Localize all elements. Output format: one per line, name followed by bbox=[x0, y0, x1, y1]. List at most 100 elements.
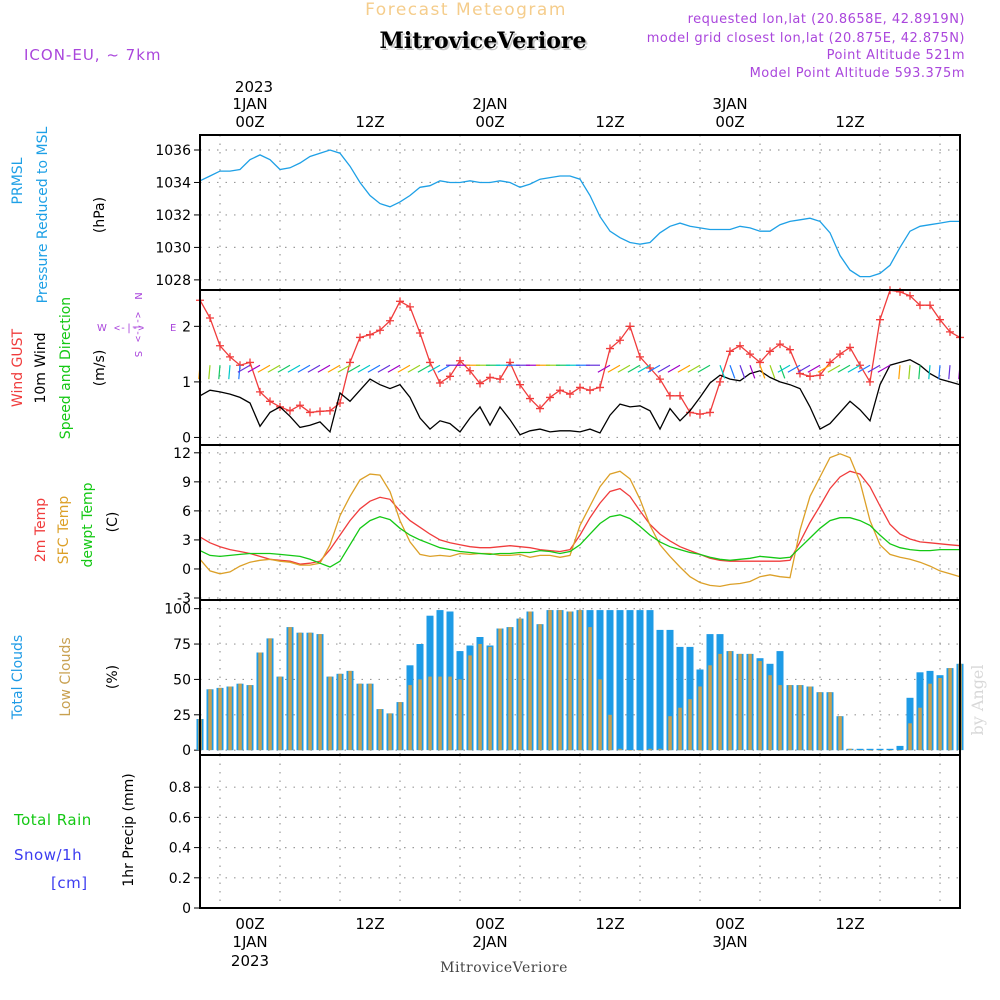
low-cloud-bar bbox=[658, 748, 662, 751]
wind-arrow bbox=[817, 364, 831, 373]
wind-arrow bbox=[208, 365, 211, 380]
gust-marker bbox=[436, 379, 444, 387]
ytick-label: 0 bbox=[182, 743, 191, 759]
gust-marker bbox=[266, 397, 274, 406]
low-cloud-bar bbox=[418, 679, 422, 751]
low-cloud-bar bbox=[488, 646, 492, 751]
gust-marker bbox=[876, 315, 884, 324]
low-cloud-bar bbox=[528, 611, 532, 751]
low-cloud-bar bbox=[378, 709, 382, 751]
wind-title-3: Speed and Direction bbox=[58, 297, 74, 439]
wind-arrow bbox=[317, 364, 331, 373]
gust-marker bbox=[726, 347, 734, 356]
low-cloud-bar bbox=[758, 661, 762, 751]
bottom-hour-label: 12Z bbox=[835, 915, 864, 933]
wind-arrow bbox=[637, 364, 651, 373]
compass-rose: W <-|-> E <-|-> N S bbox=[97, 292, 176, 357]
gust-marker bbox=[216, 341, 224, 350]
wind-arrow bbox=[687, 364, 701, 373]
low-cloud-bar bbox=[538, 624, 542, 751]
wind-arrow bbox=[739, 365, 746, 379]
ytick-label: 100 bbox=[164, 602, 191, 618]
cloud-title-1: Total Clouds bbox=[10, 635, 26, 720]
top-hour-label: 00Z bbox=[715, 113, 744, 131]
gust-marker bbox=[456, 356, 464, 365]
gust-marker bbox=[546, 393, 554, 402]
low-cloud-bar bbox=[228, 686, 232, 751]
plot-layer: 10281030103210341036012-3036912025507510… bbox=[155, 134, 964, 917]
low-cloud-bar bbox=[708, 665, 712, 751]
low-cloud-bar bbox=[868, 750, 872, 751]
temp-panel-titles: 2m Temp SFC Temp dewpt Temp (C) bbox=[33, 482, 121, 567]
low-cloud-bar bbox=[648, 748, 652, 751]
low-cloud-bar bbox=[768, 675, 772, 751]
gust-marker bbox=[296, 401, 304, 410]
station-title: MitroviceVeriore bbox=[380, 28, 587, 54]
low-cloud-bar bbox=[258, 652, 262, 751]
wind-arrow bbox=[247, 364, 261, 373]
total-cloud-bar bbox=[876, 748, 884, 751]
wind-arrow bbox=[218, 365, 221, 380]
low-cloud-bar bbox=[358, 683, 362, 751]
gust-marker bbox=[766, 347, 774, 356]
ytick-label: 6 bbox=[182, 504, 191, 520]
gust-marker bbox=[926, 301, 934, 310]
bottom-hour-label: 12Z bbox=[595, 915, 624, 933]
ytick-label: 25 bbox=[173, 708, 191, 724]
gust-marker bbox=[306, 408, 314, 417]
gust-marker bbox=[246, 358, 254, 367]
clouds-panel: 0 25 50 75 100 bbox=[164, 599, 964, 759]
gust-marker bbox=[406, 302, 414, 311]
top-hour-label: 12Z bbox=[835, 113, 864, 131]
pressure-title-2: Pressure Reduced to MSL bbox=[35, 126, 51, 303]
temp-title-2: SFC Temp bbox=[56, 496, 72, 565]
top-date-label: 3JAN bbox=[712, 95, 747, 113]
low-cloud-bar bbox=[558, 610, 562, 751]
model-altitude: Model Point Altitude 593.375m bbox=[750, 66, 965, 81]
low-cloud-bar bbox=[638, 750, 642, 751]
wind-arrow bbox=[777, 364, 791, 373]
temp-title-3: dewpt Temp bbox=[80, 482, 96, 567]
wind-arrow bbox=[948, 365, 951, 380]
gust-marker bbox=[386, 316, 394, 325]
ytick-label: 9 bbox=[182, 475, 191, 491]
low-cloud-bar bbox=[878, 750, 882, 751]
gust-marker bbox=[786, 345, 794, 354]
low-cloud-bar bbox=[208, 689, 212, 751]
series-line-2m-temp bbox=[199, 470, 961, 565]
compass-s: S bbox=[132, 351, 143, 357]
gust-marker bbox=[916, 301, 924, 310]
top-hour-label: 00Z bbox=[475, 113, 504, 131]
gust-marker bbox=[616, 336, 624, 345]
wind-ylabel: (m/s) bbox=[92, 350, 108, 387]
low-cloud-bar bbox=[778, 685, 782, 751]
low-cloud-bar bbox=[428, 676, 432, 751]
gust-marker bbox=[936, 315, 944, 324]
low-cloud-bar bbox=[818, 692, 822, 751]
precip-title-1: Total Rain bbox=[13, 811, 92, 829]
low-cloud-bar bbox=[568, 611, 572, 751]
wind-arrow bbox=[807, 364, 821, 373]
low-cloud-bar bbox=[668, 716, 672, 751]
gust-marker bbox=[516, 380, 524, 389]
cloud-panel-titles: Total Clouds Low Clouds (%) bbox=[10, 635, 121, 720]
bottom-hour-label: 00Z bbox=[235, 915, 264, 933]
bottom-date-label: 2JAN bbox=[472, 933, 507, 951]
wind-arrow bbox=[377, 364, 391, 373]
bottom-hour-label: 12Z bbox=[355, 915, 384, 933]
gust-marker bbox=[326, 406, 334, 415]
station-title-shadow: MitroviceVeriore bbox=[382, 30, 589, 56]
gust-marker bbox=[526, 394, 534, 403]
ytick-label: -3 bbox=[177, 591, 191, 607]
gust-marker bbox=[286, 406, 294, 415]
gust-marker bbox=[696, 410, 704, 419]
ytick-label: 1030 bbox=[155, 240, 191, 256]
gust-marker bbox=[736, 341, 744, 350]
wind-arrow bbox=[277, 364, 291, 373]
ytick-label: 1 bbox=[182, 375, 191, 391]
low-cloud-bar bbox=[328, 676, 332, 751]
compass-e: E bbox=[170, 323, 176, 334]
total-cloud-bar bbox=[886, 748, 894, 751]
series-line-prmsl bbox=[199, 149, 960, 278]
